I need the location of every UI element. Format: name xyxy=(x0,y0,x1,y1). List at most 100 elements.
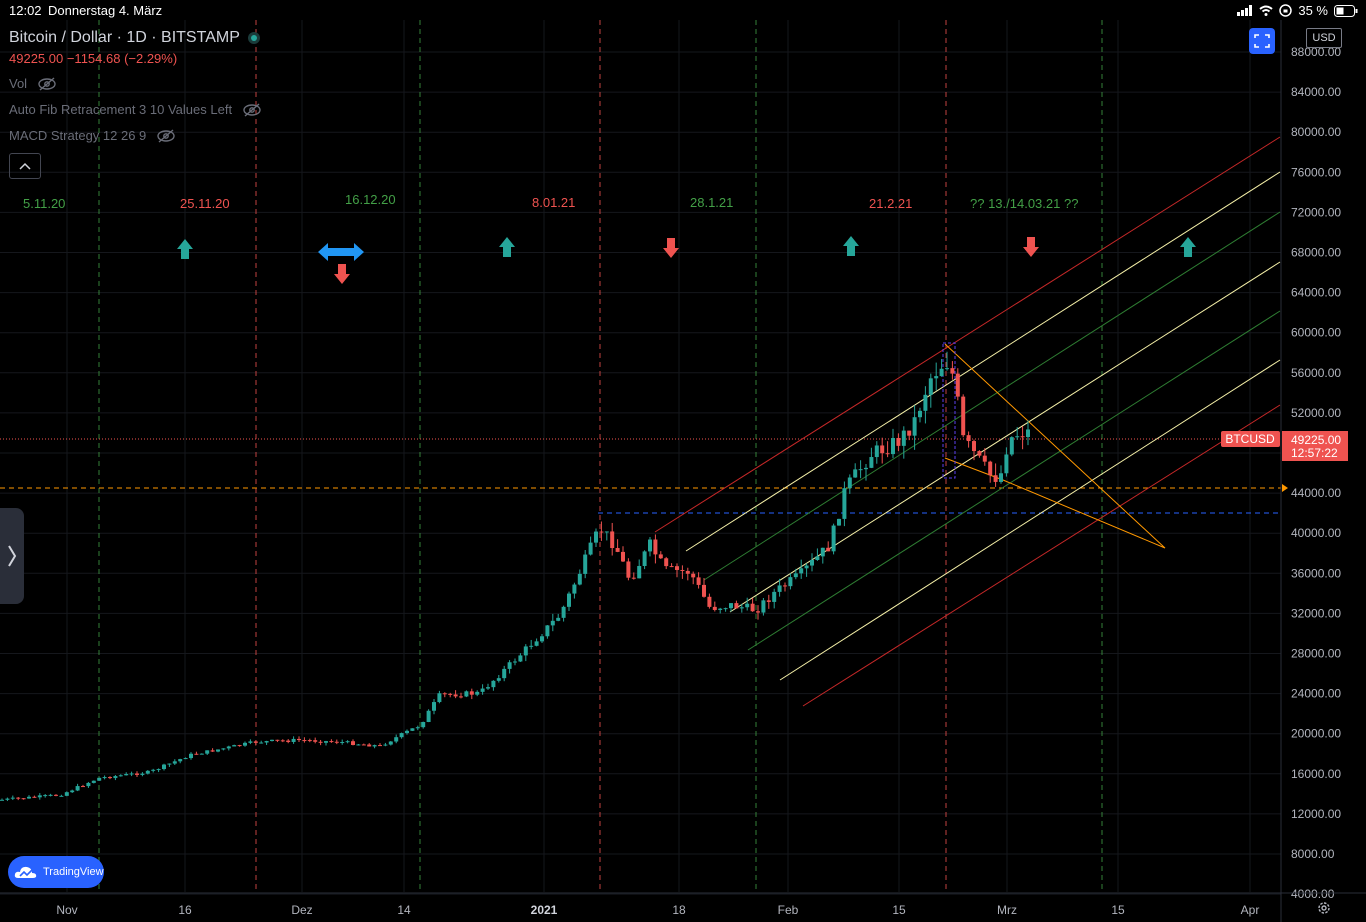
candle xyxy=(653,539,658,555)
candle xyxy=(972,441,976,452)
chevron-up-icon xyxy=(19,162,31,170)
side-panel-toggle[interactable] xyxy=(0,508,24,604)
channel-line xyxy=(802,404,1281,707)
currency-button[interactable]: USD xyxy=(1306,28,1342,48)
candle xyxy=(221,748,226,750)
price-tick-label: 64000.00 xyxy=(1291,286,1341,300)
annotation-date[interactable]: 5.11.20 xyxy=(23,196,66,211)
price-tick-label: 20000.00 xyxy=(1291,727,1341,741)
candle xyxy=(102,777,107,779)
candle xyxy=(453,694,458,697)
candle xyxy=(324,741,328,743)
tradingview-logo[interactable]: TradingView xyxy=(8,856,104,888)
candle xyxy=(961,396,966,436)
candle xyxy=(675,566,679,570)
indicator-label: Auto Fib Retracement 3 10 Values Left xyxy=(9,102,233,117)
candle xyxy=(826,547,831,552)
candle xyxy=(907,430,912,436)
arrow-down-icon xyxy=(334,264,350,284)
status-icons: 35 % xyxy=(1237,3,1358,18)
time-tick-label: 15 xyxy=(1111,903,1125,917)
candle xyxy=(1026,429,1030,438)
candle xyxy=(216,749,220,752)
candle xyxy=(642,551,647,566)
candle xyxy=(10,797,15,799)
candle xyxy=(32,796,37,798)
symbol-title[interactable]: Bitcoin / Dollar · 1D · BITSTAMP xyxy=(9,29,240,46)
fullscreen-button[interactable] xyxy=(1249,28,1275,54)
candle xyxy=(189,753,193,759)
market-status-icon xyxy=(247,32,260,44)
candle xyxy=(167,763,172,765)
candle xyxy=(491,680,496,688)
candle xyxy=(950,368,955,374)
annotation-date[interactable]: 8.01.21 xyxy=(532,195,576,210)
candle xyxy=(545,625,550,637)
candle xyxy=(421,721,426,728)
candle xyxy=(97,777,102,781)
candle xyxy=(648,539,652,552)
candle xyxy=(426,710,431,722)
status-bar: 12:02 Donnerstag 4. März 35 % xyxy=(0,0,1366,20)
arrow-up-icon xyxy=(843,236,859,256)
time-tick-label: 2021 xyxy=(531,903,558,917)
candle xyxy=(378,745,382,747)
price-tick-label: 28000.00 xyxy=(1291,647,1341,661)
candle xyxy=(567,593,571,607)
price-tick-label: 12000.00 xyxy=(1291,807,1341,821)
indicator-fib[interactable]: Auto Fib Retracement 3 10 Values Left xyxy=(9,101,262,118)
annotation-date[interactable]: ?? 13./14.03.21 ?? xyxy=(970,196,1079,211)
chevron-right-icon xyxy=(8,545,17,567)
candle xyxy=(210,750,215,752)
candle xyxy=(297,738,301,741)
candle xyxy=(356,744,361,746)
candle xyxy=(75,786,80,791)
eye-hidden-icon[interactable] xyxy=(37,76,57,91)
price-tick-label: 24000.00 xyxy=(1291,687,1341,701)
annotation-date[interactable]: 28.1.21 xyxy=(690,195,734,210)
candle xyxy=(286,740,291,742)
candle xyxy=(723,608,728,610)
eye-hidden-icon[interactable] xyxy=(242,102,262,117)
candle xyxy=(777,585,782,592)
annotation-date[interactable]: 21.2.21 xyxy=(869,196,913,211)
time-tick-label: Mrz xyxy=(997,903,1017,917)
indicator-vol[interactable]: Vol xyxy=(9,75,262,92)
candle xyxy=(761,600,766,613)
candle xyxy=(64,792,69,796)
indicator-macd[interactable]: MACD Strategy 12 26 9 xyxy=(9,127,262,144)
candle xyxy=(901,430,906,446)
candle xyxy=(415,727,420,729)
collapse-legend-button[interactable] xyxy=(9,153,41,179)
candle xyxy=(21,798,26,800)
candle xyxy=(934,376,939,379)
candle xyxy=(5,798,10,800)
candle xyxy=(81,786,85,788)
candle xyxy=(556,617,561,621)
fullscreen-icon xyxy=(1254,34,1270,48)
candle xyxy=(842,488,847,519)
candle xyxy=(685,570,690,574)
arrow-down-icon xyxy=(663,238,679,258)
candle xyxy=(718,608,723,610)
candle xyxy=(496,678,501,681)
annotation-date[interactable]: 25.11.20 xyxy=(180,196,230,211)
candle xyxy=(399,733,404,738)
tradingview-label: TradingView xyxy=(43,866,104,878)
annotation-date[interactable]: 16.12.20 xyxy=(345,192,396,207)
candle xyxy=(259,742,264,744)
candle xyxy=(1015,436,1020,438)
candle xyxy=(880,445,885,454)
candle xyxy=(707,596,712,607)
settings-gear-icon[interactable] xyxy=(1316,900,1332,916)
candle xyxy=(837,518,841,526)
wifi-icon xyxy=(1259,5,1273,16)
eye-hidden-icon[interactable] xyxy=(156,128,176,143)
candle xyxy=(113,776,118,779)
candle xyxy=(847,477,852,489)
price-tick-label: 80000.00 xyxy=(1291,125,1341,139)
candle xyxy=(405,730,409,734)
candle xyxy=(599,531,604,533)
candle xyxy=(172,761,177,764)
